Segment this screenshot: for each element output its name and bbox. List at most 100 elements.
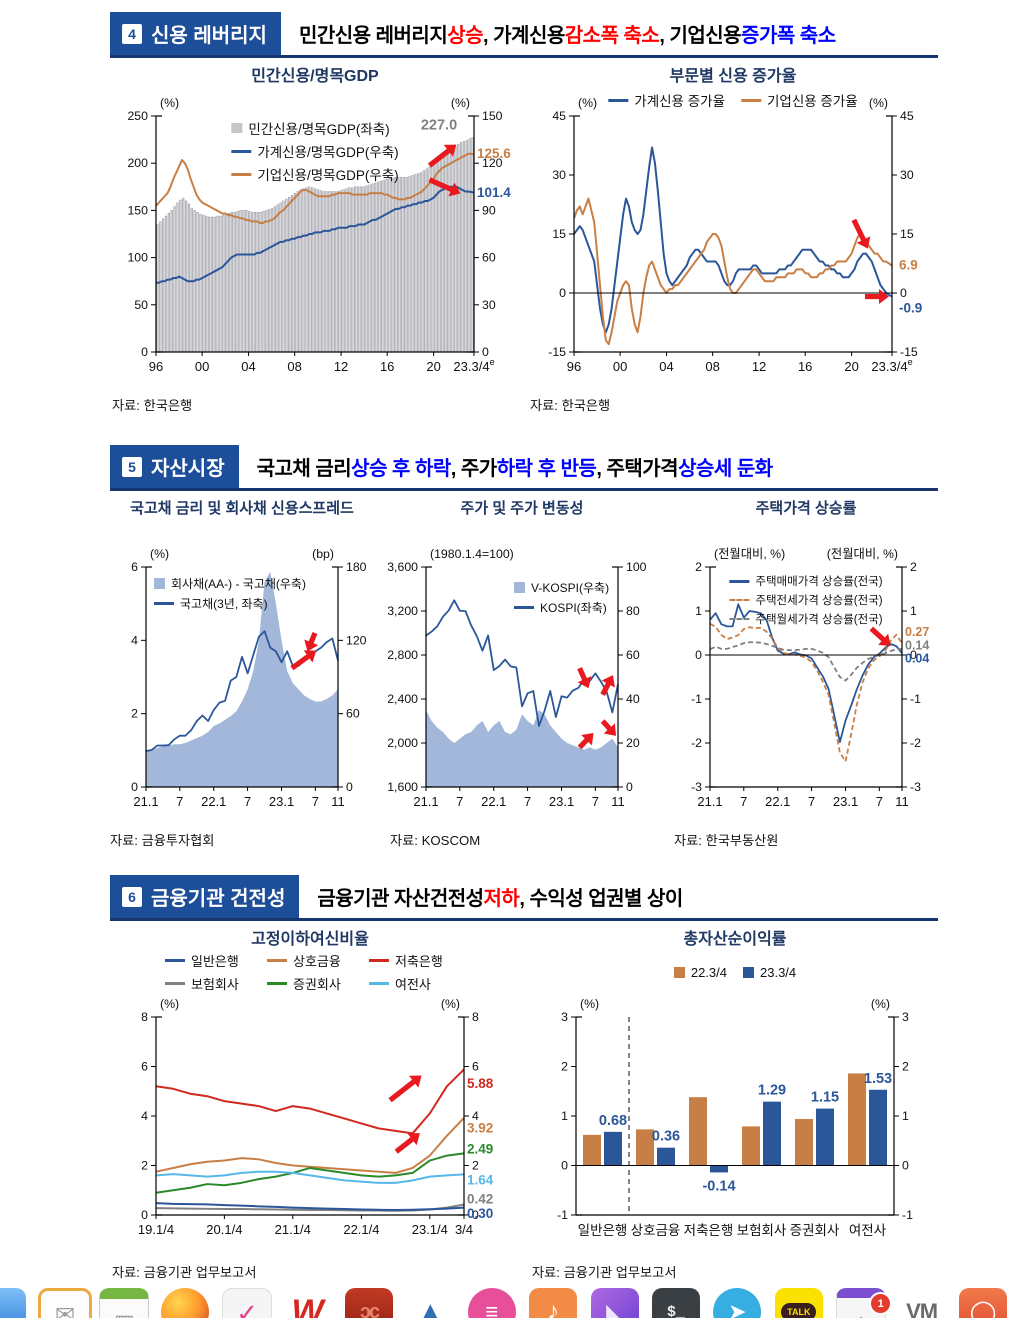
svg-text:15: 15: [552, 227, 566, 241]
taskbar-firefox-icon[interactable]: [160, 1288, 209, 1318]
svg-text:1.53: 1.53: [864, 1071, 892, 1087]
section-title: 금융기관 건전성: [151, 888, 286, 910]
svg-text:150: 150: [127, 203, 148, 217]
svg-text:(%): (%): [160, 96, 179, 110]
svg-text:-3: -3: [691, 780, 702, 794]
taskbar-terminal-icon[interactable]: $_: [652, 1288, 700, 1318]
section-title: 신용 레버리지: [151, 25, 267, 47]
svg-text:80: 80: [626, 604, 640, 618]
svg-text:2,800: 2,800: [388, 648, 418, 662]
svg-text:7: 7: [592, 794, 599, 809]
svg-text:저축은행: 저축은행: [684, 1223, 734, 1238]
taskbar-browser-icon[interactable]: [0, 1288, 26, 1318]
taskbar-reader-icon[interactable]: ≡: [467, 1288, 516, 1318]
chart-title: 고정이하여신비율: [251, 931, 369, 948]
svg-text:45: 45: [900, 109, 914, 123]
chart-canvas-bond: 0 2 4 6 0 60 120 180 21.1 7 22.1 7 23.1 7 11 (%) (bp) 회사채…: [131, 547, 367, 809]
svg-text:0.68: 0.68: [599, 1113, 627, 1129]
section-title-box: 4 신용 레버리지: [110, 12, 281, 55]
svg-text:30: 30: [900, 168, 914, 182]
svg-text:3,200: 3,200: [388, 604, 418, 618]
svg-text:6: 6: [472, 1060, 479, 1074]
svg-text:7: 7: [456, 794, 463, 809]
svg-text:4: 4: [131, 633, 138, 647]
chart-source: 자료: 금융기관 업무보고서: [112, 1265, 257, 1280]
chart-canvas-house: -3 -2 -1 0 1 2 -3 -2 -1 0 1 2 21.1 7 22.1 7 23.1 7 11 (전월대비…: [691, 547, 930, 809]
svg-text:(%): (%): [441, 997, 460, 1011]
svg-text:7: 7: [244, 794, 251, 809]
svg-text:여전사: 여전사: [849, 1223, 887, 1238]
svg-text:20: 20: [626, 736, 640, 750]
svg-text:3: 3: [561, 1010, 568, 1024]
svg-text:04: 04: [659, 359, 673, 374]
svg-text:08: 08: [287, 359, 301, 374]
notification-badge: 1: [869, 1292, 893, 1315]
svg-text:8: 8: [472, 1010, 479, 1024]
section-fi-soundness: 6 금융기관 건전성 금융기관 자산건전성 저하, 수익성 업권별 상이: [110, 875, 938, 921]
svg-text:2,000: 2,000: [388, 736, 418, 750]
chart-legend: 22.3/4 23.3/4: [530, 949, 940, 995]
svg-text:11: 11: [611, 794, 625, 809]
svg-text:(%): (%): [150, 547, 169, 561]
svg-text:6: 6: [131, 560, 138, 574]
taskbar-water-drop-icon[interactable]: ▲: [414, 1293, 447, 1318]
svg-text:3,600: 3,600: [388, 560, 418, 574]
chart-house-price: 주택가격 상승률 -3 -2 -1 0 1 2 -3 -2 -1 0 1 2 21.1 7 22.1 7 23.…: [672, 497, 940, 849]
section-number-icon: 6: [122, 886, 142, 907]
svg-text:11: 11: [331, 794, 345, 809]
taskbar-vmware-icon[interactable]: VM: [906, 1299, 938, 1318]
svg-text:-2: -2: [691, 736, 702, 750]
svg-text:7: 7: [740, 794, 747, 809]
svg-text:(%): (%): [451, 96, 470, 110]
chart-source: 자료: 금융기관 업무보고서: [532, 1265, 677, 1280]
svg-text:0: 0: [902, 1159, 909, 1173]
svg-text:7: 7: [524, 794, 531, 809]
chart-roa: 총자산순이익률 22.3/4 23.3/4 0.68 0.36 -0.14 1.29 1.…: [530, 925, 940, 1281]
svg-text:50: 50: [134, 298, 148, 312]
taskbar-calendar-icon[interactable]: ▦: [99, 1288, 150, 1318]
svg-text:120: 120: [482, 156, 503, 170]
svg-text:(전월대비, %): (전월대비, %): [827, 547, 898, 561]
svg-text:101.4: 101.4: [477, 185, 511, 200]
svg-text:00: 00: [195, 359, 209, 374]
svg-text:2: 2: [472, 1159, 479, 1173]
svg-text:60: 60: [482, 251, 496, 265]
svg-text:8: 8: [141, 1010, 148, 1024]
svg-text:(%): (%): [580, 997, 599, 1011]
taskbar-music-icon[interactable]: ♪: [529, 1288, 578, 1318]
svg-text:0: 0: [559, 286, 566, 300]
taskbar-wps-writer-icon[interactable]: W: [291, 1292, 324, 1318]
svg-text:100: 100: [626, 560, 647, 574]
svg-text:45: 45: [552, 109, 566, 123]
svg-text:7: 7: [176, 794, 183, 809]
svg-text:22.1: 22.1: [201, 794, 226, 809]
taskbar-telegram-icon[interactable]: ➤: [713, 1288, 762, 1318]
svg-text:23.1: 23.1: [269, 794, 294, 809]
taskbar-tasks-icon[interactable]: ✓: [222, 1288, 273, 1318]
taskbar-appstore-icon[interactable]: ⌂1: [836, 1288, 893, 1318]
svg-text:150: 150: [482, 109, 503, 123]
taskbar-photos-icon[interactable]: ◣: [590, 1288, 639, 1318]
svg-text:30: 30: [482, 298, 496, 312]
svg-text:08: 08: [705, 359, 719, 374]
svg-text:180: 180: [346, 560, 367, 574]
taskbar: ✉▦ ✓ Wɔc ▲ ≡ ♪ ◣ $_ ➤ TALK ⌂1 VM ◯: [0, 1286, 1010, 1318]
taskbar-mail-icon[interactable]: ✉: [38, 1288, 92, 1318]
svg-text:21.1: 21.1: [133, 794, 158, 809]
taskbar-kakaotalk-icon[interactable]: TALK: [774, 1288, 823, 1318]
svg-text:96: 96: [149, 359, 163, 374]
svg-text:3.92: 3.92: [467, 1120, 493, 1135]
svg-text:-1: -1: [557, 1208, 568, 1222]
svg-text:11: 11: [895, 794, 909, 809]
svg-text:7: 7: [876, 794, 883, 809]
svg-text:227.0: 227.0: [421, 117, 457, 133]
svg-text:3: 3: [902, 1010, 909, 1024]
svg-text:21.1: 21.1: [413, 794, 438, 809]
taskbar-search-ring-icon[interactable]: ◯: [959, 1288, 1007, 1318]
taskbar-wps-office-icon[interactable]: ɔc: [345, 1288, 393, 1318]
svg-text:1.29: 1.29: [758, 1083, 786, 1099]
svg-text:(%): (%): [869, 96, 888, 110]
svg-text:2: 2: [910, 560, 917, 574]
svg-text:23.1: 23.1: [833, 794, 858, 809]
